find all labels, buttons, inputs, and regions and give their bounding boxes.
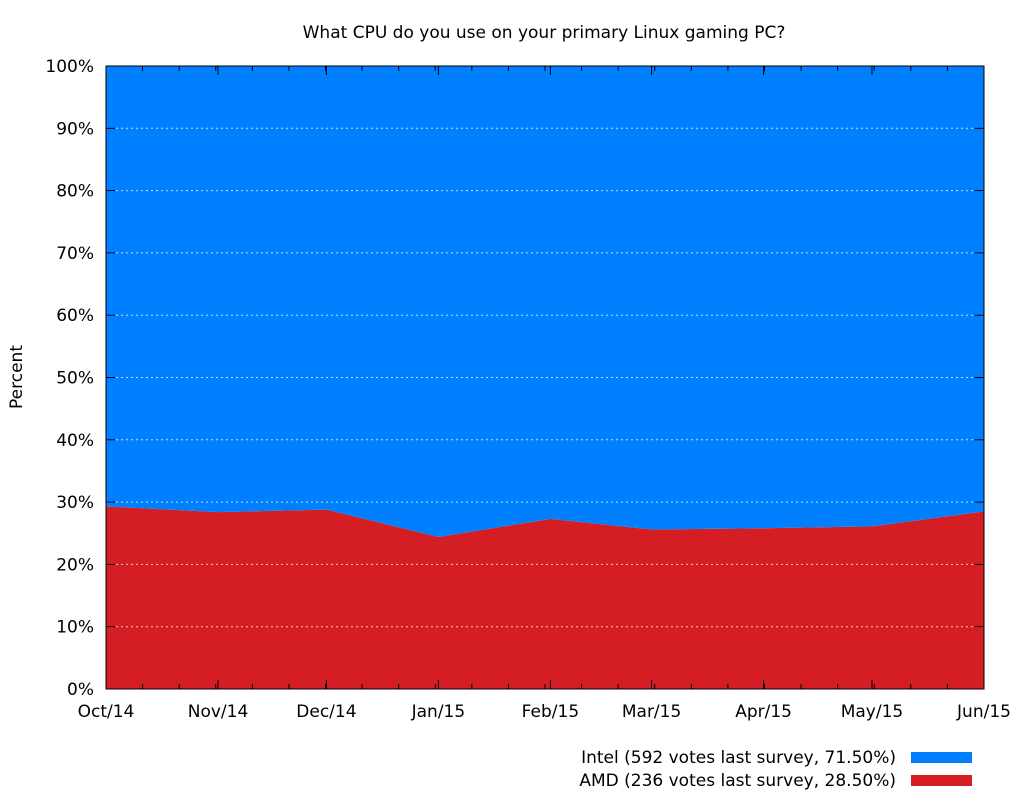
y-tick-label: 60%	[56, 306, 94, 326]
y-tick-label: 40%	[56, 431, 94, 451]
x-tick-label: Mar/15	[622, 702, 681, 722]
chart-title: What CPU do you use on your primary Linu…	[303, 23, 786, 43]
x-tick-label: Jun/15	[956, 702, 1011, 722]
x-tick-label: Jan/15	[411, 702, 466, 722]
grid	[106, 127, 984, 628]
x-tick-label: Oct/14	[78, 702, 135, 722]
legend-label-intel: Intel (592 votes last survey, 71.50%)	[581, 748, 896, 768]
x-tick-label: Dec/14	[296, 702, 356, 722]
y-tick-label: 50%	[56, 369, 94, 389]
axes: 0% 10% 20% 30% 40% 50% 60% 70% 80% 90% 100% Oct/14 N…	[45, 57, 1011, 722]
y-tick-label: 80%	[56, 182, 94, 202]
area-intel	[106, 66, 984, 537]
legend-swatch-amd	[911, 775, 972, 786]
y-tick-label: 20%	[56, 555, 94, 575]
plot-frame	[105, 65, 985, 690]
x-tick-label: Apr/15	[735, 702, 792, 722]
y-tick-label: 30%	[56, 493, 94, 513]
plot-area	[106, 66, 984, 689]
y-tick-label: 100%	[45, 57, 94, 77]
legend-label-amd: AMD (236 votes last survey, 28.50%)	[579, 771, 896, 791]
y-tick-label: 0%	[67, 680, 94, 700]
y-axis-label: Percent	[7, 345, 27, 409]
x-tick-label: May/15	[841, 702, 904, 722]
legend: Intel (592 votes last survey, 71.50%) AM…	[579, 748, 972, 791]
y-tick-label: 70%	[56, 244, 94, 264]
y-tick-label: 90%	[56, 119, 94, 139]
x-tick-label: Feb/15	[522, 702, 579, 722]
area-amd	[106, 506, 984, 689]
x-tick-label: Nov/14	[188, 702, 249, 722]
y-tick-label: 10%	[56, 618, 94, 638]
legend-swatch-intel	[911, 752, 972, 763]
